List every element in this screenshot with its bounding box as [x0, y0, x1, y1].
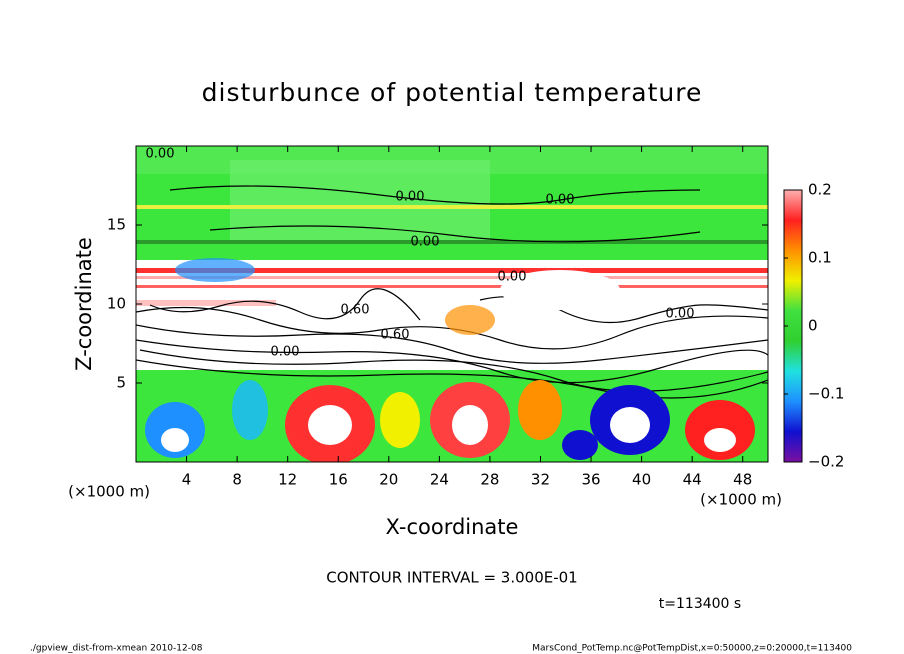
y-tick-label: 15: [107, 216, 126, 234]
contour-label: 0.00: [666, 307, 695, 322]
x-tick-label: 36: [581, 471, 600, 489]
chart-title: disturbunce of potential temperature: [202, 78, 703, 107]
x-tick-label: 32: [531, 471, 550, 489]
colorbar-tick-label: 0.2: [808, 181, 832, 199]
field-band: [136, 285, 768, 288]
contour-label: 0.00: [498, 270, 527, 285]
contour-interval: CONTOUR INTERVAL = 3.000E-01: [326, 569, 577, 587]
x-axis-label: X-coordinate: [386, 515, 519, 539]
contour-label: 0.60: [341, 303, 370, 318]
y-axis-label: Z-coordinate: [72, 237, 96, 371]
contour-label: 0.00: [546, 193, 575, 208]
blobs: [145, 258, 755, 462]
x-tick-label: 4: [182, 471, 192, 489]
colorbar-tick-label: −0.1: [808, 385, 844, 403]
y-unit: (×1000 m): [68, 483, 150, 501]
field: [136, 146, 768, 462]
contour-label: 0.00: [146, 147, 175, 162]
footer-right: MarsCond_PotTemp.nc@PotTempDist,x=0:5000…: [532, 644, 852, 654]
x-tick-label: 48: [733, 471, 752, 489]
x-tick-label: 24: [430, 471, 449, 489]
contour-label: 0.00: [411, 235, 440, 250]
field-band: [136, 205, 768, 209]
colorbar-tick-label: 0.1: [808, 249, 832, 267]
x-tick-label: 40: [632, 471, 651, 489]
y-tick-label: 5: [116, 374, 126, 392]
x-tick-label: 20: [379, 471, 398, 489]
x-tick-label: 44: [683, 471, 702, 489]
x-tick-label: 12: [278, 471, 297, 489]
x-tick-label: 8: [232, 471, 242, 489]
x-tick-label: 28: [480, 471, 499, 489]
field-band: [230, 160, 490, 240]
contour-label: 0.60: [381, 328, 410, 343]
x-unit: (×1000 m): [700, 491, 782, 509]
y-tick-label: 10: [107, 295, 126, 313]
field-band: [136, 300, 276, 306]
field-band: [136, 240, 768, 244]
contour-label: 0.00: [396, 190, 425, 205]
x-tick-label: 16: [329, 471, 348, 489]
colorbar-tick-label: −0.2: [808, 453, 844, 471]
field-band: [136, 276, 768, 279]
footer-left: ./gpview_dist-from-xmean 2010-12-08: [30, 644, 203, 654]
colorbar-tick-label: 0: [808, 317, 818, 335]
field-band: [136, 268, 768, 273]
contour-label: 0.00: [271, 345, 300, 360]
time-label: t=113400 s: [659, 596, 741, 612]
